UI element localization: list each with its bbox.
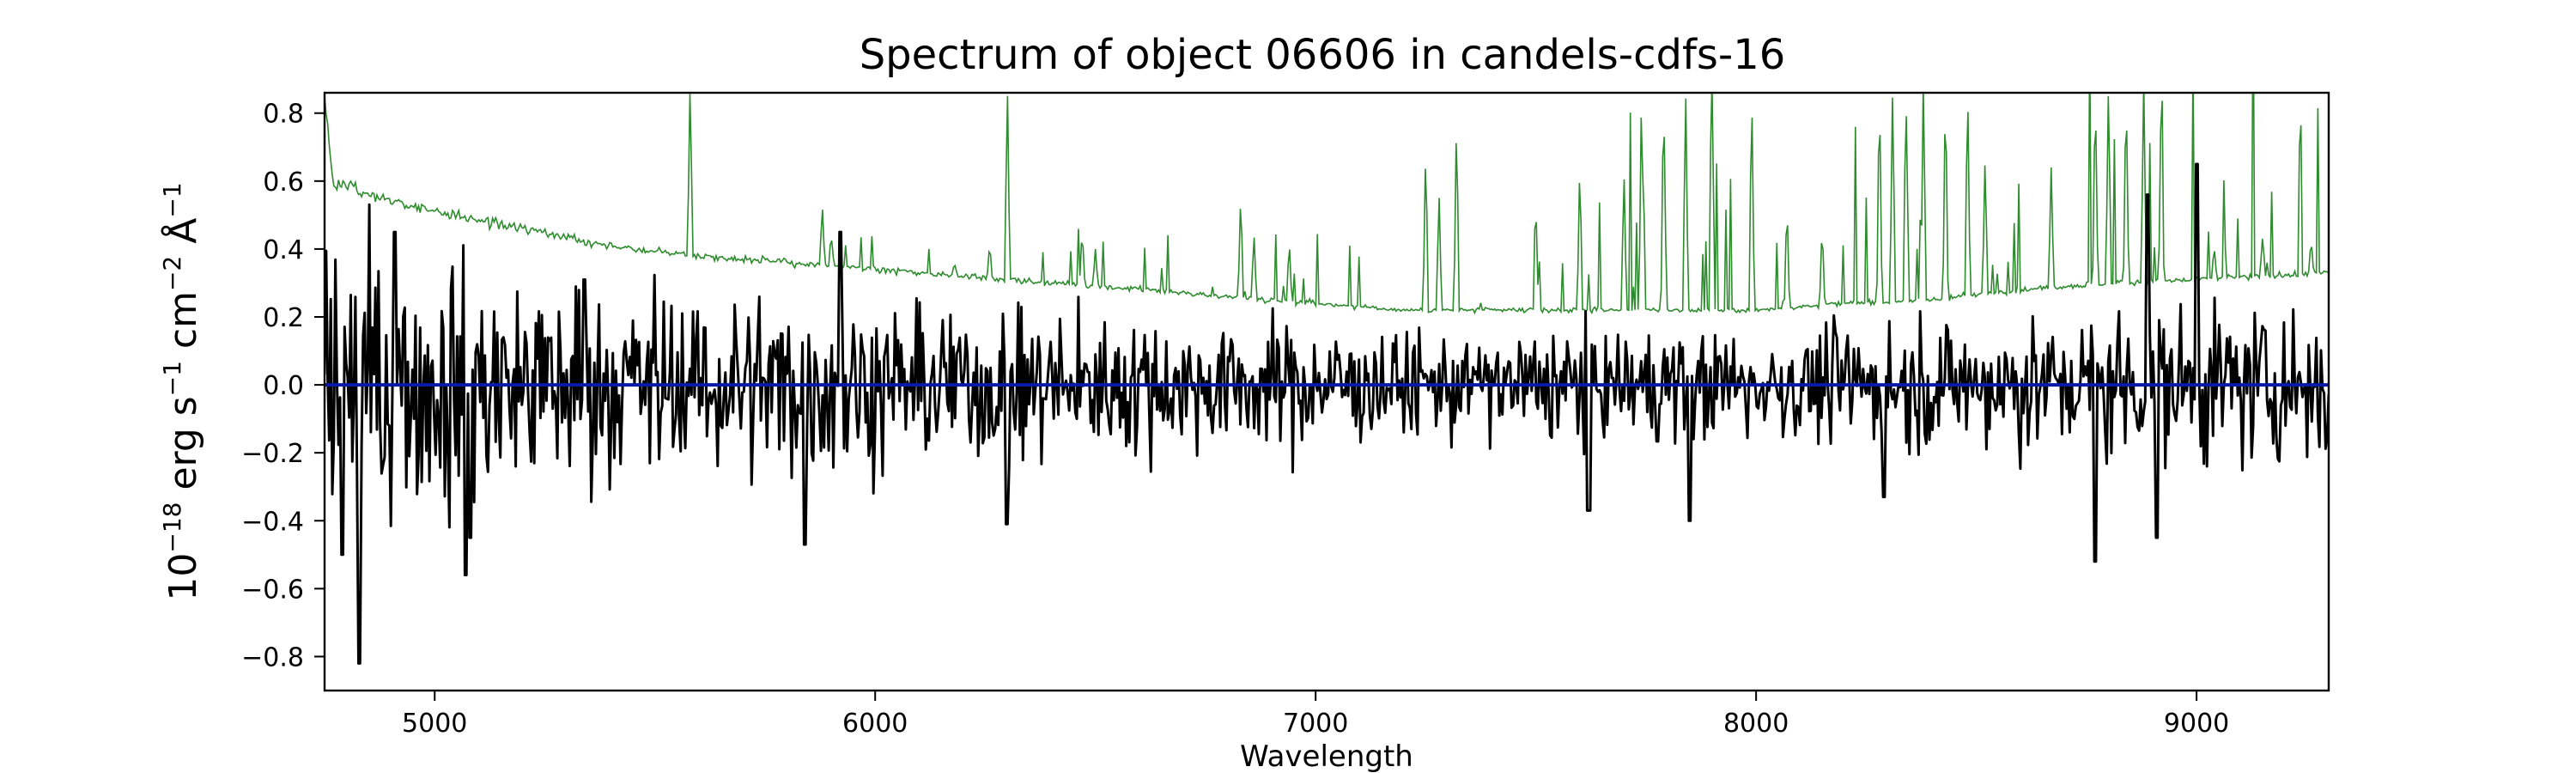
x-tick-label: 7000 bbox=[1283, 709, 1348, 739]
y-tick-label: 0.2 bbox=[263, 303, 304, 333]
y-axis-label-part2: cm bbox=[161, 291, 205, 361]
y-tick-label: 0.0 bbox=[263, 371, 304, 401]
flux-spectrum-line bbox=[325, 162, 2329, 665]
y-axis-label-exp2: −2 bbox=[158, 256, 186, 291]
y-axis-label: 10−18 erg s−1 cm−2 Å−1 bbox=[158, 182, 205, 600]
x-tick-label: 5000 bbox=[402, 709, 467, 739]
x-tick-label: 6000 bbox=[842, 709, 908, 739]
y-tick-label: −0.4 bbox=[241, 507, 304, 537]
y-tick-label: −0.2 bbox=[241, 439, 304, 469]
y-tick-label: −0.6 bbox=[241, 575, 304, 605]
y-tick-label: −0.8 bbox=[241, 642, 304, 673]
chart-title: Spectrum of object 06606 in candels-cdfs… bbox=[860, 31, 1786, 79]
y-tick-label: 0.4 bbox=[263, 235, 304, 265]
error-spectrum-line bbox=[325, 93, 2329, 315]
plot-area bbox=[325, 93, 2329, 665]
y-axis-label-exp1: −1 bbox=[158, 361, 186, 396]
y-axis: −0.8 −0.6 −0.4 −0.2 0.0 0.2 0.4 0.6 0.8 bbox=[241, 100, 325, 673]
y-axis-label-exp3: −1 bbox=[158, 182, 186, 217]
x-axis: 5000 6000 7000 8000 9000 bbox=[402, 691, 2229, 739]
y-axis-label-part1: erg s bbox=[161, 396, 205, 502]
plot-frame bbox=[323, 91, 2330, 692]
series-flux-spectrum bbox=[325, 162, 2329, 665]
y-axis-label-prefix: 10 bbox=[161, 553, 205, 601]
series-error-spectrum bbox=[325, 93, 2329, 315]
x-tick-label: 8000 bbox=[1723, 709, 1789, 739]
x-axis-label: Wavelength bbox=[1240, 740, 1413, 773]
y-axis-label-part3: Å bbox=[160, 218, 205, 256]
y-tick-label: 0.8 bbox=[263, 100, 304, 130]
x-tick-label: 9000 bbox=[2164, 709, 2229, 739]
y-axis-label-exp0: −18 bbox=[158, 502, 186, 553]
y-tick-label: 0.6 bbox=[263, 167, 304, 198]
